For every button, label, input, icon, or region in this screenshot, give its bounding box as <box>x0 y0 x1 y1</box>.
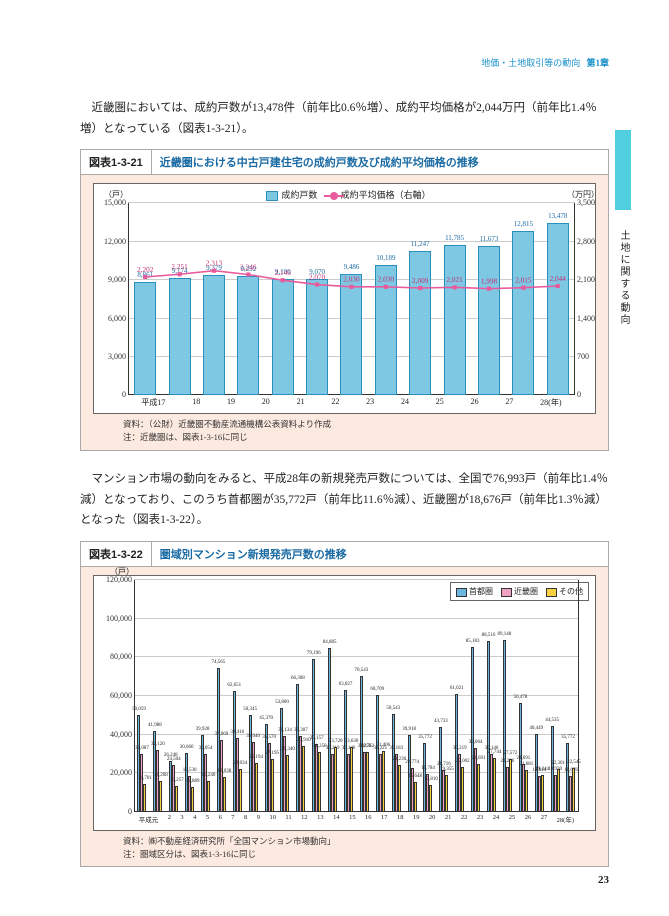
fig2-chart: 首都圏 近畿圏 その他 （戸） 020,00040,00060,00080,00… <box>93 575 596 831</box>
header-breadcrumb: 地価・土地取引等の動向 第1章 <box>481 56 609 69</box>
fig1-chart: 成約戸数 成約平均価格（右軸） （戸） （万円） 03,0006,0009,00… <box>93 183 596 414</box>
fig1-yaxis-left: 03,0006,0009,00012,00015,000 <box>98 203 126 395</box>
figure-1-3-22: 図表1-3-22 圏域別マンション新規発売戸数の推移 首都圏 近畿圏 その他 （… <box>80 541 609 868</box>
fig1-legend-line: 成約平均価格（右軸） <box>341 190 431 200</box>
fig2-title: 圏域別マンション新規発売戸数の推移 <box>152 542 355 566</box>
fig1-yaxis-right: 07001,4002,1002,8003,500 <box>577 203 605 395</box>
fig1-title: 近畿圏における中古戸建住宅の成約戸数及び成約平均価格の推移 <box>152 150 487 174</box>
paragraph-1: 近畿圏においては、成約戸数が13,478件（前年比0.6％増）、成約平均価格が2… <box>80 98 609 139</box>
fig2-number: 図表1-3-22 <box>81 542 152 566</box>
fig1-bars: 8,8619,1749,3799,2929,1009,0709,48610,18… <box>128 203 575 395</box>
fig1-legend: 成約戸数 成約平均価格（右軸） <box>94 184 595 203</box>
fig2-source: 資料：㈱不動産経済研究所「全国マンション市場動向」 注：圏域区分は、図表1-3-… <box>93 835 596 861</box>
page-number: 23 <box>598 874 609 886</box>
figure-1-3-21: 図表1-3-21 近畿圏における中古戸建住宅の成約戸数及び成約平均価格の推移 成… <box>80 149 609 451</box>
fig1-xaxis: 平成171819202122232425262728(年) <box>128 397 575 413</box>
header-text: 地価・土地取引等の動向 <box>481 58 580 68</box>
header-chapter: 第1章 <box>586 58 609 68</box>
fig2-yaxis-left: 020,00040,00060,00080,000100,000120,000 <box>104 580 132 812</box>
fig2-xaxis: 平成元2345678910111213141516171819202122232… <box>134 814 579 830</box>
fig2-bars: 50,05930,08714,70141,98832,12016,26826,2… <box>134 580 579 812</box>
fig1-legend-bar: 成約戸数 <box>281 190 317 200</box>
side-tab <box>615 130 631 210</box>
paragraph-2: マンション市場の動向をみると、平成28年の新規発売戸数については、全国で76,9… <box>80 469 609 531</box>
side-label: 土地に関する動向 <box>615 230 631 326</box>
fig1-number: 図表1-3-21 <box>81 150 152 174</box>
fig1-source: 資料：（公財）近畿圏不動産流通機構公表資料より作成 注：近畿圏は、図表1-3-1… <box>93 418 596 444</box>
